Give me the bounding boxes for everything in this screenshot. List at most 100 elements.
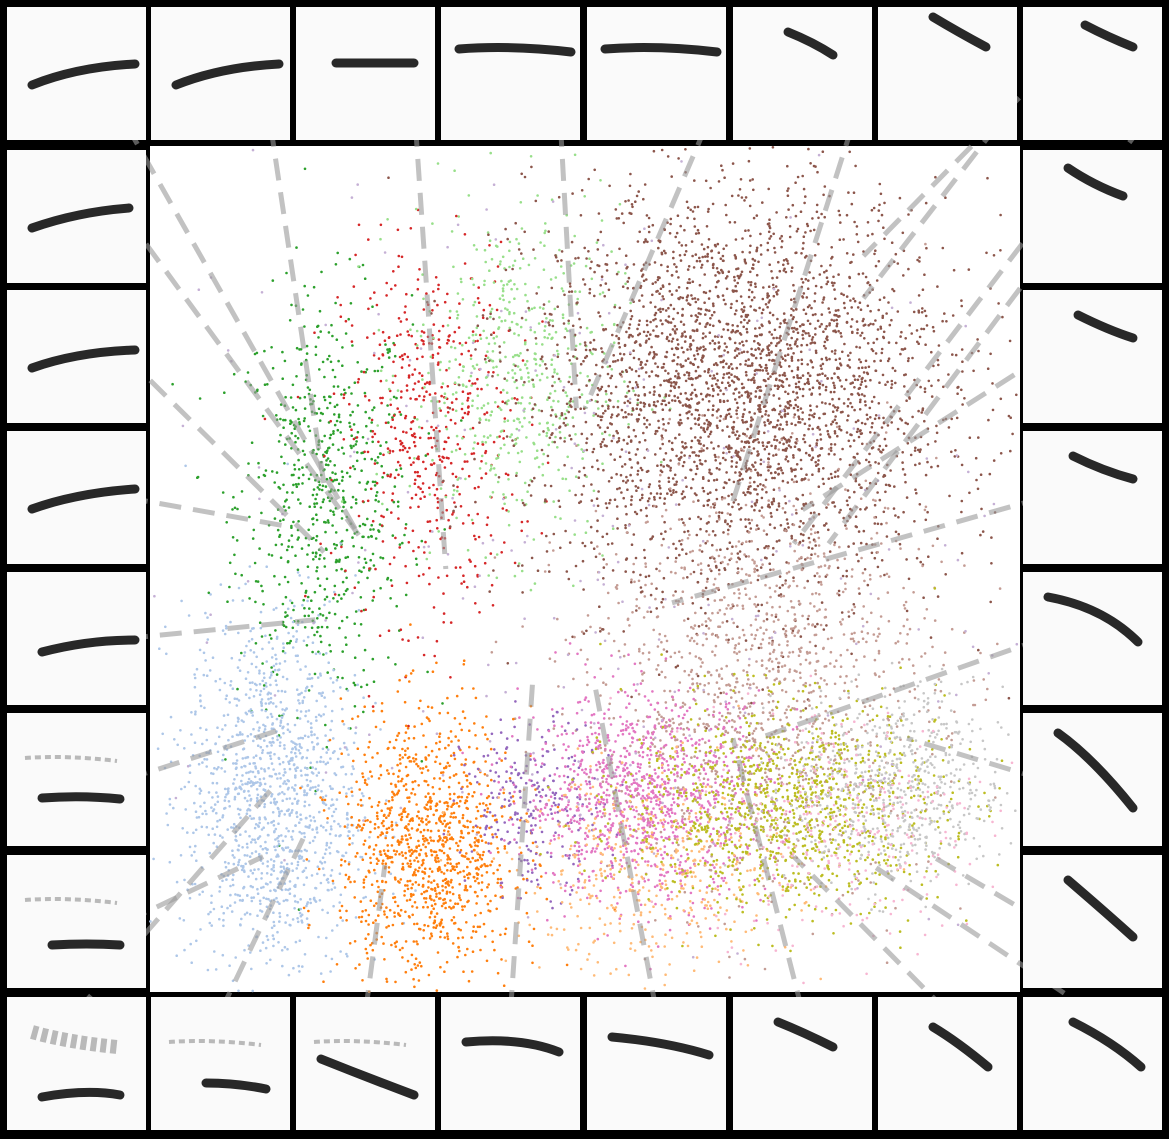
data-point [846, 419, 849, 422]
data-point [255, 351, 259, 355]
data-point [726, 399, 729, 403]
data-point [801, 387, 805, 391]
data-point [425, 381, 429, 384]
data-point [824, 327, 827, 331]
data-point [814, 349, 818, 353]
data-point [505, 379, 509, 382]
data-point [723, 349, 726, 352]
data-point [518, 421, 522, 424]
data-point [626, 399, 630, 403]
data-point [716, 379, 719, 382]
data-point [870, 208, 874, 212]
data-point [441, 324, 445, 328]
data-point [746, 321, 749, 325]
data-point [811, 456, 815, 460]
data-point [725, 683, 728, 687]
data-point [716, 385, 719, 389]
data-point [765, 445, 769, 449]
data-point [328, 436, 332, 440]
data-point [847, 191, 850, 194]
data-point [813, 341, 816, 345]
data-point [738, 332, 742, 335]
data-point [352, 437, 356, 441]
data-point [356, 404, 360, 407]
data-point [602, 577, 605, 580]
data-point [353, 381, 357, 385]
data-point [326, 625, 329, 629]
data-point [655, 607, 658, 610]
data-point [792, 352, 795, 355]
data-point [285, 271, 288, 275]
data-point [348, 421, 351, 425]
data-point [811, 336, 815, 339]
data-point [761, 297, 765, 301]
data-point [381, 476, 384, 479]
data-point [566, 347, 570, 350]
data-point [393, 476, 397, 480]
data-point [770, 333, 774, 336]
data-point [842, 293, 845, 297]
data-point [849, 325, 853, 328]
data-point [716, 242, 720, 246]
data-point [329, 419, 333, 423]
data-point [652, 356, 655, 360]
data-point [422, 323, 425, 327]
data-point [689, 208, 692, 212]
data-point [660, 601, 663, 604]
data-point [444, 440, 448, 444]
data-point [624, 481, 628, 484]
data-point [485, 411, 489, 414]
data-point [306, 294, 310, 297]
data-point [805, 343, 809, 347]
data-point [848, 150, 851, 154]
data-point [525, 359, 529, 363]
data-point [774, 425, 777, 429]
data-point [707, 408, 710, 412]
data-point [681, 364, 685, 368]
data-point [568, 541, 572, 544]
data-point [728, 384, 732, 387]
data-point [897, 532, 900, 536]
data-point [678, 413, 682, 417]
data-point [856, 452, 859, 456]
data-point [579, 407, 582, 411]
data-point [288, 641, 291, 645]
data-point [688, 278, 691, 281]
data-point [763, 556, 767, 559]
data-point [523, 342, 527, 346]
data-point [830, 423, 833, 426]
data-point [756, 548, 760, 551]
data-point [233, 553, 236, 557]
data-point [618, 455, 622, 459]
data-point [554, 435, 557, 439]
data-point [632, 356, 636, 360]
data-point [271, 470, 274, 473]
data-point [981, 530, 985, 533]
data-point [556, 446, 559, 449]
data-point [437, 338, 441, 341]
data-point [700, 463, 704, 466]
data-point [347, 317, 351, 321]
data-point [761, 348, 765, 351]
data-point [671, 477, 675, 480]
data-point [646, 469, 650, 473]
data-point [423, 551, 426, 554]
data-point [700, 266, 703, 269]
data-point [812, 276, 815, 280]
data-point [790, 347, 793, 350]
data-point [672, 307, 676, 311]
data-point [576, 301, 579, 304]
data-point [646, 499, 650, 503]
data-point [407, 639, 410, 642]
data-point [771, 313, 775, 317]
data-point [788, 403, 792, 407]
data-point [790, 537, 794, 540]
data-point [324, 485, 328, 488]
data-point [1015, 393, 1018, 397]
data-point [392, 414, 396, 417]
data-point [306, 386, 310, 389]
data-point [823, 412, 827, 416]
data-point [721, 254, 725, 258]
data-point [515, 386, 519, 390]
